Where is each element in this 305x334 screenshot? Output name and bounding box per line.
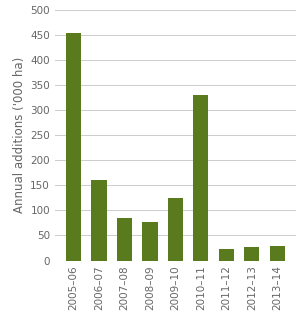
Bar xyxy=(219,249,234,261)
Bar xyxy=(66,32,81,261)
Bar xyxy=(142,222,158,261)
Bar xyxy=(193,95,209,261)
Y-axis label: Annual additions ('000 ha): Annual additions ('000 ha) xyxy=(13,57,26,213)
Bar xyxy=(168,198,183,261)
Bar xyxy=(91,180,107,261)
Bar xyxy=(117,218,132,261)
Bar xyxy=(244,247,260,261)
Bar xyxy=(270,246,285,261)
